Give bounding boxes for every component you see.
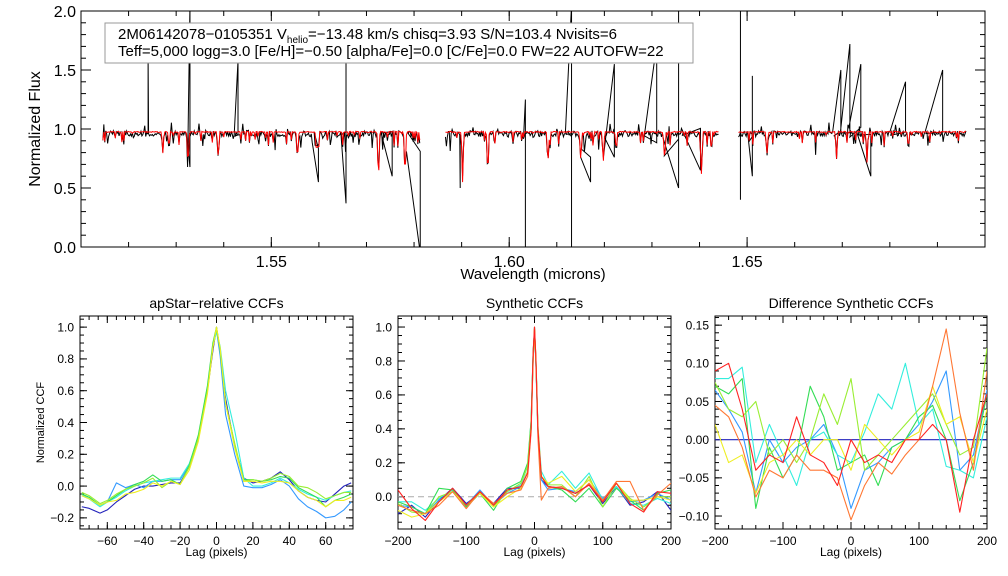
plot-frame — [714, 315, 988, 530]
plot-frame — [80, 10, 986, 248]
y-tick-label: 0.8 — [375, 354, 392, 368]
y-tick-label: 0.0 — [57, 479, 74, 493]
y-tick-label: 0.8 — [57, 352, 74, 366]
x-tick-label: 0 — [531, 534, 538, 548]
ccf-series-visit-3 — [398, 331, 671, 511]
x-tick-label: 1.65 — [732, 254, 763, 271]
ccf-series-visit-6 — [81, 326, 352, 508]
plot-1-axes: −60 −40 −20 0 20 40 60 −0.2 0.0 0.2 0.4 0.6 0.8 1.0 ap… — [35, 295, 354, 559]
y-tick-label: 1.0 — [375, 320, 392, 334]
x-tick-label: −200 — [701, 534, 728, 548]
observed-spectrum-line — [102, 11, 421, 247]
y-tick-label: 0.4 — [375, 422, 392, 436]
y-tick-label: 0.05 — [686, 395, 710, 409]
x-tick-label: −100 — [769, 534, 796, 548]
ccf-series-visit-8 — [715, 362, 987, 513]
legend-subscript: helio — [287, 35, 309, 46]
y-tick-label: 0.6 — [375, 388, 392, 402]
x-tick-label: −20 — [170, 534, 191, 548]
y-tick-label: 2.0 — [54, 4, 76, 21]
x-tick-label: 100 — [593, 534, 613, 548]
ccf-series-visit-4 — [715, 378, 987, 509]
y-tick-label: 0.15 — [686, 318, 710, 332]
ccf-series-visit-7 — [398, 328, 671, 515]
legend: 2M06142078−0105351 Vhelio=−13.48 km/s ch… — [104, 22, 694, 64]
y-tick-label: 0.5 — [54, 181, 76, 198]
ccf-series-visit-7 — [715, 328, 987, 521]
x-tick-label: 200 — [977, 534, 997, 548]
y-axis-label: Normalized Flux — [27, 71, 44, 187]
x-tick-label: 100 — [909, 534, 929, 548]
chart-title: Difference Synthetic CCFs — [769, 295, 934, 311]
y-tick-label: 1.0 — [57, 320, 74, 334]
plot-0-axes: 1.55 1.60 1.65 0.0 0.5 1.0 1.5 2.0 Wavelength (m… — [27, 4, 986, 283]
y-tick-label: 0.00 — [686, 433, 710, 447]
x-tick-label: 0 — [213, 534, 220, 548]
x-axis-label: Lag (pixels) — [503, 545, 565, 559]
ccf-series-visit-1 — [81, 326, 352, 514]
ccf-series-visit-2 — [715, 370, 987, 509]
y-tick-label: −0.05 — [679, 471, 710, 485]
legend-line-1: 2M06142078−0105351 Vhelio=−13.48 km/s ch… — [118, 26, 617, 46]
legend-star-id: 2M06142078−0105351 V — [118, 26, 287, 43]
ccf-series-visit-4 — [398, 329, 671, 515]
y-tick-label: 0.2 — [57, 448, 74, 462]
model-spectrum-line — [102, 130, 421, 171]
y-tick-label: 0.4 — [57, 416, 74, 430]
x-axis-label: Wavelength (microns) — [460, 266, 605, 283]
chart-title: apStar−relative CCFs — [149, 295, 283, 311]
y-tick-label: 0.0 — [375, 490, 392, 504]
x-tick-label: −60 — [97, 534, 118, 548]
spectrum-lines — [102, 11, 967, 247]
y-tick-label: −0.10 — [679, 509, 710, 523]
x-tick-label: −200 — [384, 534, 411, 548]
y-tick-label: −0.2 — [50, 511, 74, 525]
ccf-series-visit-5 — [715, 347, 987, 471]
y-tick-label: 0.0 — [54, 240, 76, 257]
x-axis-label: Lag (pixels) — [820, 545, 882, 559]
ccf-series-visit-6 — [715, 385, 987, 494]
plot-2-axes: −200 −100 0 100 200 0.0 0.2 0.4 0.6 0.8 1.0 Synthet… — [375, 295, 681, 559]
x-tick-label: 40 — [283, 534, 297, 548]
chart-title: Synthetic CCFs — [486, 295, 583, 311]
x-axis-label: Lag (pixels) — [185, 545, 247, 559]
observed-spectrum-line — [738, 11, 967, 200]
y-tick-label: 1.5 — [54, 63, 76, 80]
x-tick-label: 200 — [661, 534, 681, 548]
y-tick-label: 1.0 — [54, 122, 76, 139]
ccf-lines — [81, 326, 352, 519]
observed-spectrum-line — [444, 11, 719, 247]
x-tick-label: 60 — [319, 534, 333, 548]
x-tick-label: −100 — [453, 534, 480, 548]
ccf-lines — [398, 326, 671, 522]
ccf-series-visit-3 — [81, 331, 352, 508]
ccf-lines — [715, 328, 987, 521]
x-tick-label: 1.55 — [256, 254, 287, 271]
ccf-series-visit-5 — [398, 328, 671, 515]
plot-frame — [79, 315, 354, 530]
legend-line-2: Teff=5,000 logg=3.0 [Fe/H]=−0.50 [alpha/… — [118, 43, 664, 60]
x-tick-label: 1.60 — [494, 254, 525, 271]
legend-box — [104, 22, 694, 64]
ccf-series-visit-8 — [398, 326, 671, 522]
model-spectrum-line — [445, 130, 719, 183]
plot-frame — [397, 315, 672, 530]
plot-3-axes: −200 −100 0 100 200 −0.10 −0.05 0.00 0.05 0.10 0.1… — [679, 295, 998, 559]
legend-stats: =−13.48 km/s chisq=3.93 S/N=103.4 Nvisit… — [308, 26, 617, 43]
ccf-series-visit-4 — [81, 326, 352, 508]
y-axis-label: Normalized CCF — [35, 382, 47, 464]
x-tick-label: 20 — [246, 534, 260, 548]
model-spectrum-line — [738, 130, 966, 163]
y-tick-label: 0.10 — [686, 357, 710, 371]
y-tick-label: 0.6 — [57, 384, 74, 398]
y-tick-label: 0.2 — [375, 456, 392, 470]
x-tick-label: −40 — [134, 534, 155, 548]
x-tick-label: 0 — [848, 534, 855, 548]
ccf-series-visit-2 — [398, 329, 671, 515]
ccf-series-visit-5 — [81, 328, 352, 505]
